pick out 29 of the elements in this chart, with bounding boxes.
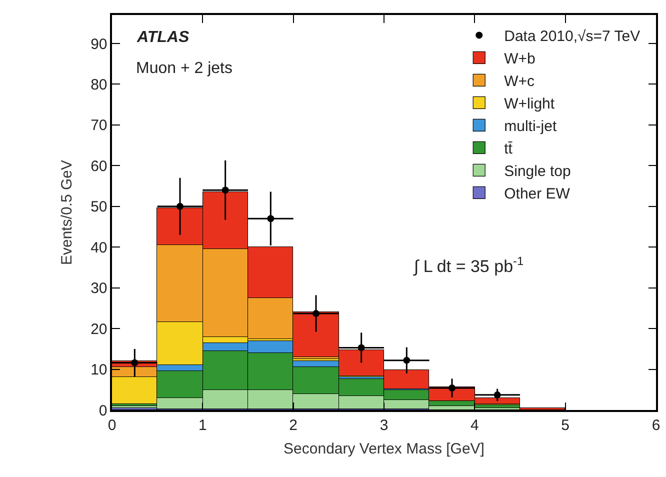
x-tick-label: 6 [652,416,660,434]
y-tick-label: 80 [90,76,108,94]
x-tick-label: 1 [198,416,207,434]
legend-label: Data 2010,√s=7 TeV [504,28,640,46]
y-tick-label: 70 [90,117,108,134]
y-tick-label: 40 [90,239,108,256]
legend-label: W+b [504,50,536,68]
y-tick-label: 50 [90,198,108,216]
y-tick-label: 0 [98,402,108,420]
x-tick-label: 2 [289,416,298,434]
annotation: ATLAS [136,29,190,46]
x-tick-label: 5 [561,416,570,434]
legend-label: multi-jet [504,118,558,136]
y-tick-label: 20 [90,320,108,338]
legend-label: W+light [504,96,556,113]
y-tick-label: 60 [90,158,108,175]
annotation: Muon + 2 jets [136,60,232,77]
legend-label: W+c [504,73,536,90]
x-axis-title: Secondary Vertex Mass [GeV] [284,440,484,458]
y-tick-label: 30 [90,280,108,298]
y-axis-title: Events/0.5 GeV [58,160,76,266]
annotation: ∫ L dt = 35 pb$^{-1}$ [413,254,524,276]
legend-label: Single top [504,163,571,180]
y-tick-label: 90 [90,36,108,53]
y-tick-label: 10 [90,362,108,379]
legend-label: Other EW [504,186,571,203]
x-tick-label: 3 [380,416,388,434]
legend-label: tt̄ [504,140,514,158]
x-tick-label: 4 [470,416,479,434]
